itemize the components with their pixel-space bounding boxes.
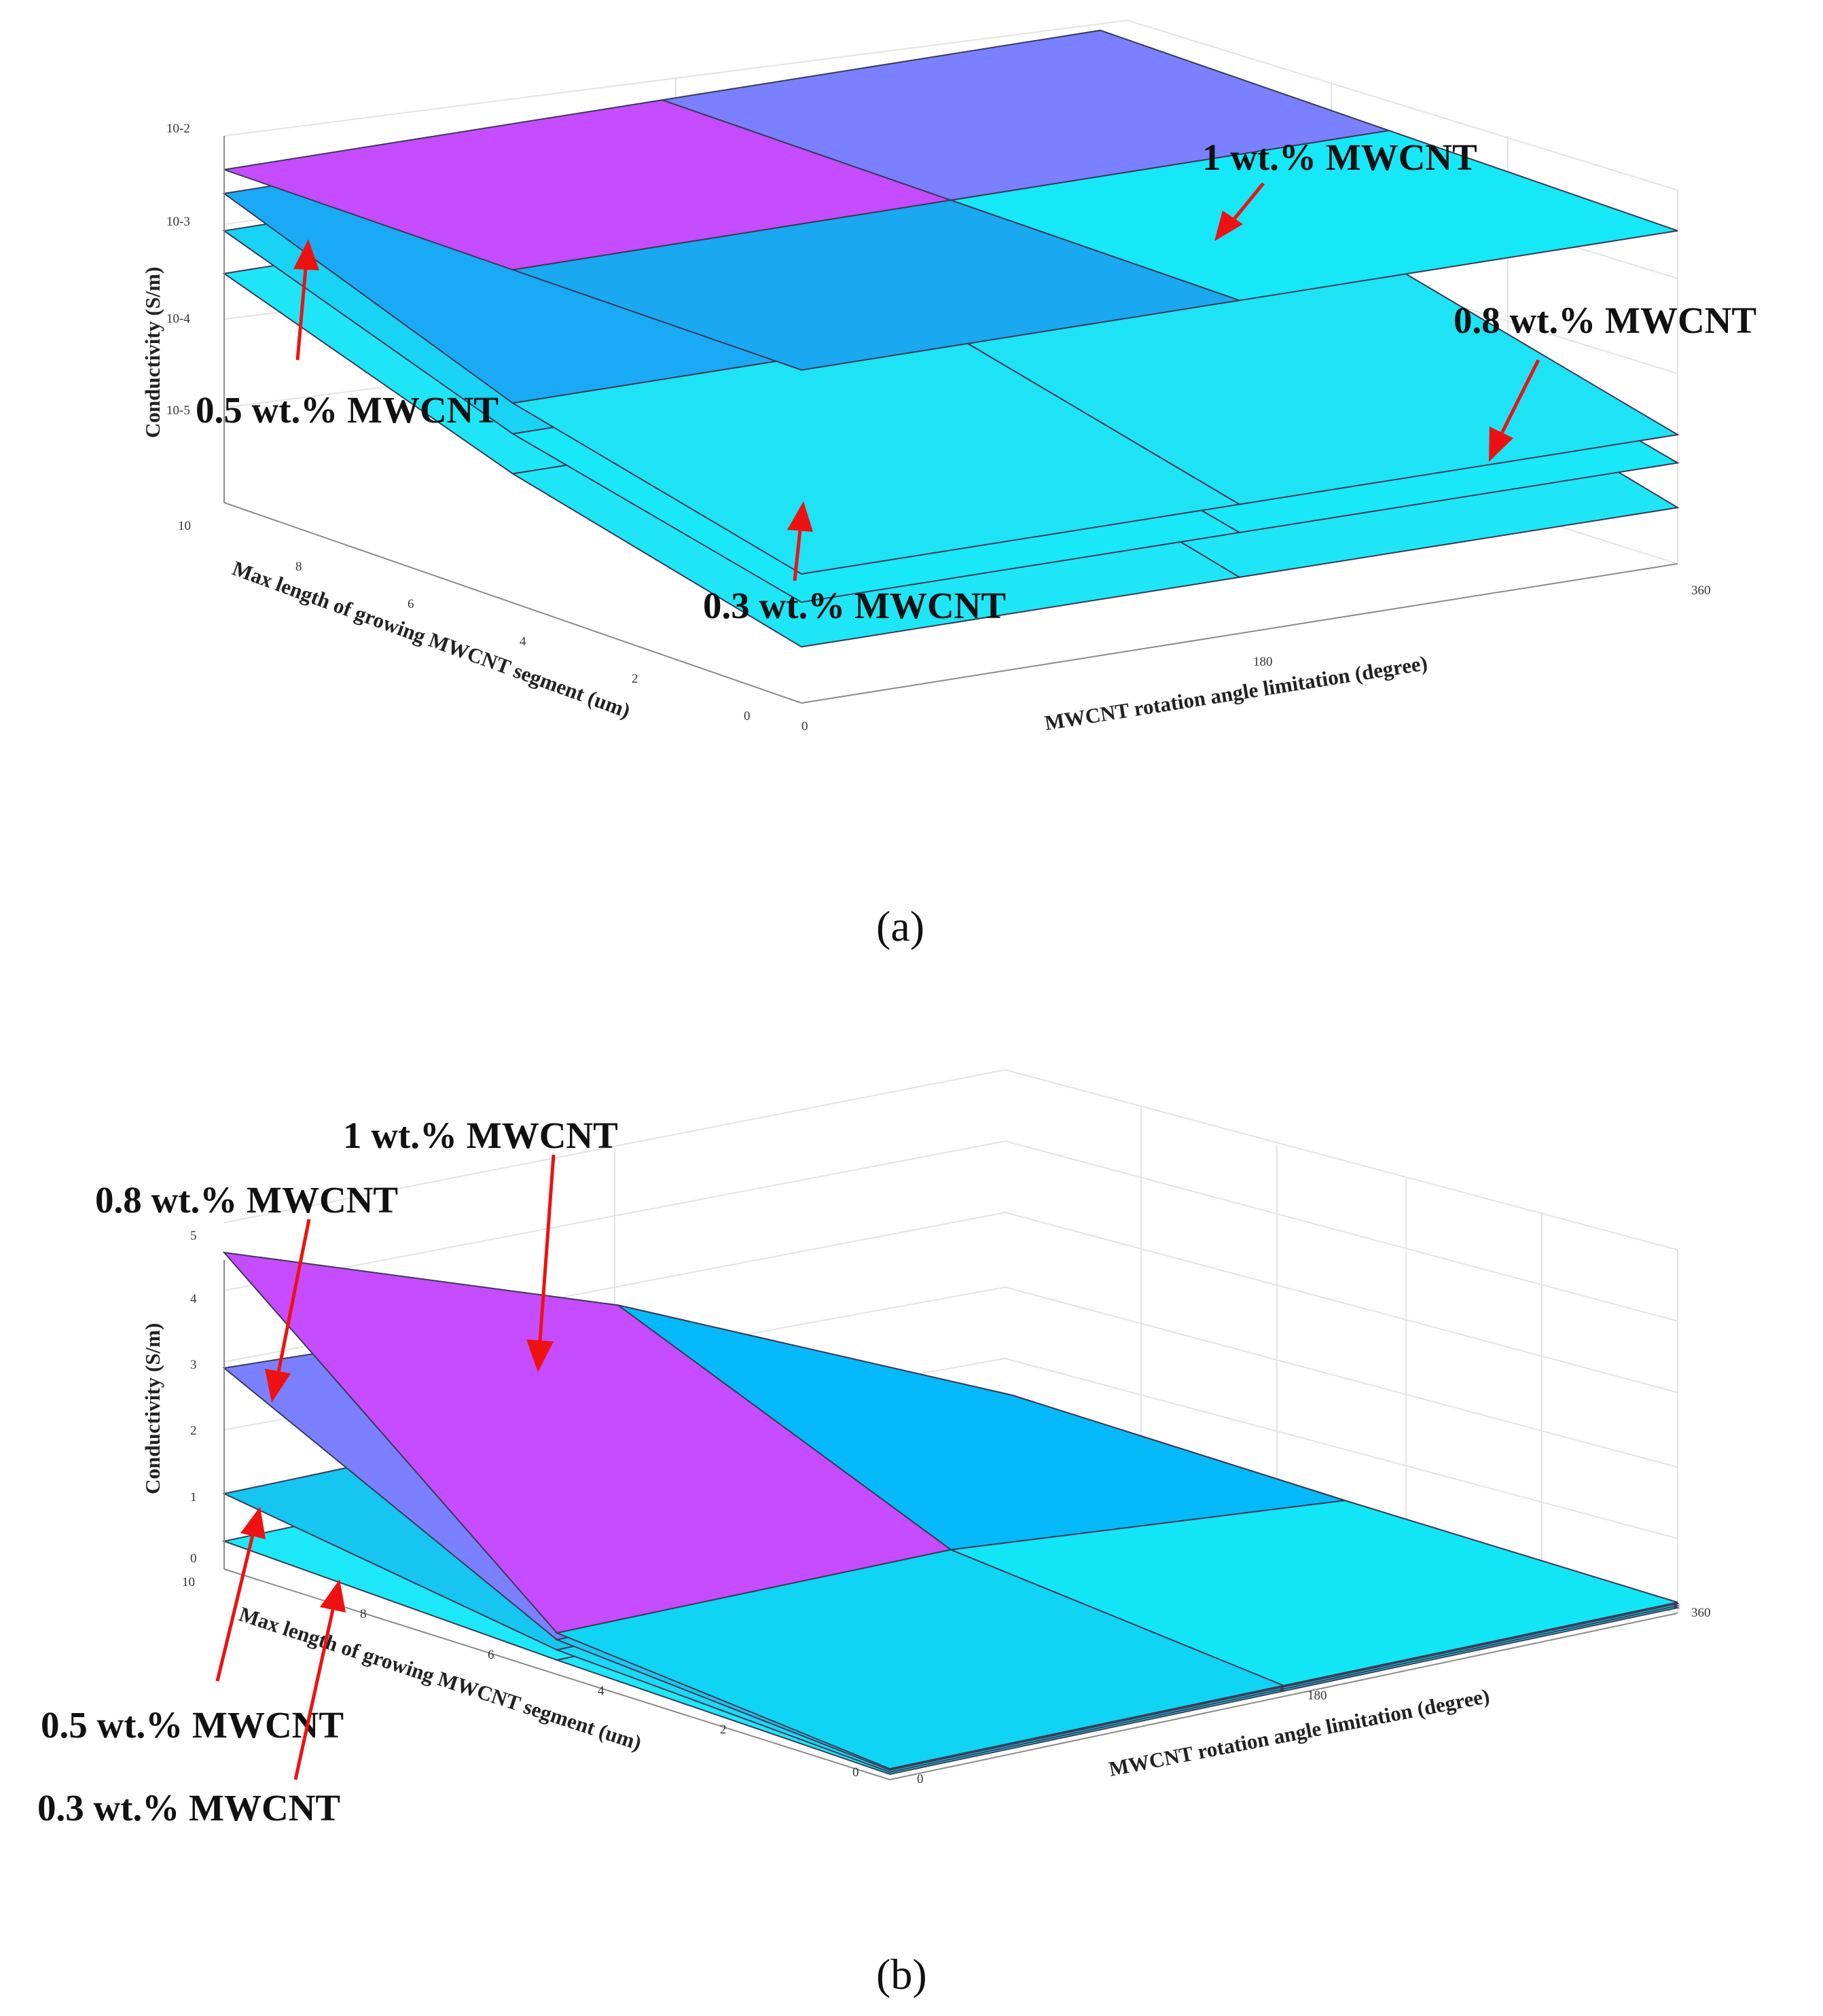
- panel-b-annotation-03wt: 0.3 wt.% MWCNT: [37, 1787, 340, 1829]
- panel-b-z-axis-label: Conductivity (S/m): [141, 1323, 164, 1494]
- panel-a-annotation-08wt: 0.8 wt.% MWCNT: [1454, 300, 1756, 341]
- panel-a-y-tick: 4: [520, 634, 526, 649]
- panel-a-z-tick: 10-5: [166, 403, 190, 418]
- panel-a-y-tick: 0: [744, 709, 751, 723]
- panel-a-annotation-1wt: 1 wt.% MWCNT: [1202, 137, 1477, 178]
- panel-a-z-axis-label: Conductivity (S/m): [141, 267, 164, 438]
- panel-a-x-tick: 360: [1691, 583, 1711, 598]
- panel-b-arrow-1wt: [526, 1154, 556, 1372]
- panel-a-z-tick: 10-3: [166, 215, 190, 229]
- panel-b-x-tick: 360: [1691, 1606, 1711, 1620]
- panel-b-z-tick: 2: [190, 1424, 197, 1438]
- panel-a-z-tick: 10-4: [166, 312, 190, 326]
- panel-a-axes: [223, 136, 1678, 704]
- panel-b-x-tick: 180: [1307, 1689, 1327, 1703]
- panel-a-arrow-03wt: [787, 501, 813, 581]
- panel-b-annotation-1wt: 1 wt.% MWCNT: [343, 1115, 618, 1156]
- panel-b-x-tick: 0: [917, 1772, 924, 1786]
- panel-a-y-tick: 2: [632, 672, 638, 686]
- panel-a-arrow-1wt: [1214, 182, 1265, 241]
- surface-cell: [950, 130, 1678, 302]
- surface-cell: [948, 1499, 1678, 1687]
- panel-b-y-tick: 6: [488, 1648, 494, 1662]
- panel-b-y-tick: 10: [182, 1575, 195, 1589]
- panel-a-arrow-08wt: [1489, 359, 1540, 462]
- panel-b-caption: (b): [876, 1950, 927, 1998]
- panel-a-x-tick: 0: [801, 719, 808, 734]
- surface-1wt: [223, 29, 1678, 371]
- panel-a-x-axis-label: MWCNT rotation angle limitation (degree): [1043, 651, 1429, 735]
- panel-b-z-tick: 4: [190, 1292, 197, 1306]
- panel-a-y-axis-label: Max length of growing MWCNT segment (um): [230, 556, 634, 723]
- panel-b-z-tick: 3: [190, 1358, 197, 1372]
- panel-a-y-tick: 8: [295, 560, 302, 574]
- panel-a-z-tick: 10-2: [166, 122, 190, 136]
- panel-b-arrow-08wt: [265, 1219, 311, 1403]
- panel-b-y-tick: 0: [852, 1765, 859, 1780]
- panel-b-y-tick: 4: [598, 1684, 604, 1698]
- panel-a-chart: 10-2 10-3 10-4 10-5 10 8 6 4 2 0 0 180 3…: [141, 20, 1756, 950]
- panel-b-z-tick: 5: [190, 1229, 197, 1243]
- panel-b-annotation-05wt: 0.5 wt.% MWCNT: [41, 1704, 344, 1746]
- panel-a-annotation-03wt: 0.3 wt.% MWCNT: [703, 585, 1006, 626]
- panel-b-y-tick: 8: [360, 1607, 367, 1621]
- panel-a-z-tick: 10: [178, 519, 191, 533]
- panel-a-caption: (a): [876, 902, 924, 950]
- panel-b-z-tick: 1: [190, 1490, 197, 1505]
- panel-a-x-tick: 180: [1253, 655, 1273, 669]
- panel-a-y-tick: 6: [408, 597, 414, 611]
- panel-b-chart: 5 4 3 2 1 0 10 8 6 4 2 0 0 180 360 Condu…: [37, 1069, 1711, 1998]
- panel-b-arrow-03wt: [293, 1579, 346, 1780]
- panel-b-z-tick: 0: [190, 1551, 197, 1566]
- panel-b-annotation-08wt: 0.8 wt.% MWCNT: [95, 1179, 398, 1221]
- panel-b-arrow-05wt: [215, 1507, 266, 1682]
- panel-a-arrow-05wt: [293, 239, 319, 361]
- panel-a-annotation-05wt: 0.5 wt.% MWCNT: [196, 389, 499, 431]
- surface-1wt: [222, 1251, 1678, 1770]
- panel-b-y-tick: 2: [720, 1723, 727, 1737]
